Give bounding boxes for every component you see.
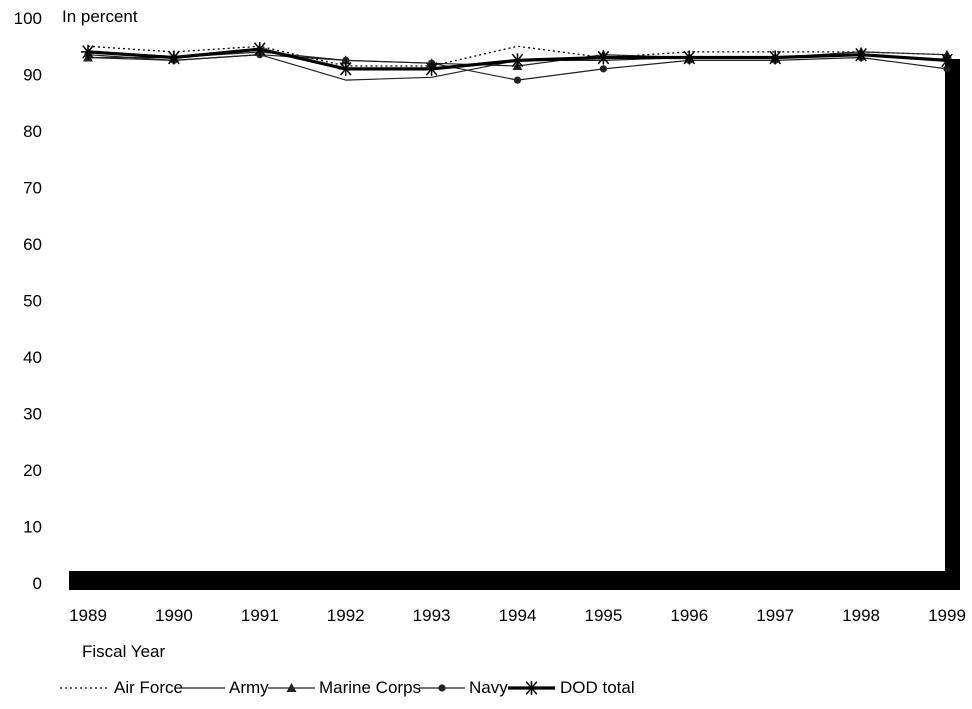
y-tick-label: 90	[23, 66, 42, 85]
x-tick-label: 1991	[241, 606, 279, 625]
series-navy	[84, 51, 951, 84]
data-point-dod-total	[596, 50, 611, 65]
legend-label: Marine Corps	[319, 678, 421, 697]
x-tick-label: 1995	[584, 606, 622, 625]
legend-label: Army	[229, 678, 269, 697]
y-tick-label: 70	[23, 179, 42, 198]
legend-item-dod-total: DOD total	[508, 678, 635, 697]
right-border-bar	[945, 59, 960, 590]
x-tick-label: 1992	[327, 606, 365, 625]
x-tick-label: 1989	[69, 606, 107, 625]
data-point-navy	[943, 65, 951, 73]
x-tick-label: 1997	[756, 606, 794, 625]
series-air-force	[87, 45, 948, 67]
data-point-navy	[599, 65, 608, 73]
data-point-navy	[342, 56, 350, 64]
legend-item-air-force: Air Force	[60, 678, 183, 697]
legend-label: Air Force	[114, 678, 183, 697]
legend-marker	[524, 681, 539, 695]
x-tick-label: 1990	[155, 606, 193, 625]
x-tick-label: 1998	[842, 606, 880, 625]
data-point-dod-total	[854, 47, 869, 62]
y-tick-label: 50	[23, 292, 42, 311]
series-layer	[81, 42, 954, 84]
legend-item-navy: Navy	[419, 678, 508, 697]
legend-item-marine-corps: Marine Corps	[268, 678, 421, 697]
y-tick-label: 60	[23, 235, 42, 254]
y-tick-label: 0	[33, 574, 42, 593]
y-tick-label: 100	[14, 9, 42, 28]
x-tick-label: 1993	[413, 606, 451, 625]
legend-label: Navy	[469, 678, 508, 697]
legend-item-army: Army	[182, 678, 269, 697]
data-point-dod-total	[166, 50, 181, 65]
x-axis-ticks: 1989 1990 1991 1992 1993 1994 1995 1996 1997 1998…	[69, 606, 966, 625]
data-point-dod-total	[682, 50, 697, 65]
y-tick-label: 30	[23, 405, 42, 424]
legend-label: DOD total	[560, 678, 635, 697]
data-point-dod-total	[768, 50, 783, 65]
data-point-dod-total	[940, 53, 954, 68]
data-point-dod-total	[338, 61, 353, 76]
y-tick-label: 80	[23, 122, 42, 141]
data-point-dod-total	[252, 42, 267, 57]
series-dod-total	[81, 42, 954, 76]
legend: Air Force Army Marine Corps Navy DOD total	[60, 678, 635, 697]
legend-marker	[286, 683, 297, 692]
data-point-navy	[513, 76, 522, 84]
data-point-dod-total	[81, 44, 95, 59]
y-tick-label: 40	[23, 348, 42, 367]
y-tick-label: 20	[23, 461, 42, 480]
x-tick-label: 1994	[499, 606, 537, 625]
data-point-dod-total	[424, 61, 439, 76]
legend-marker	[438, 684, 446, 692]
y-axis-ticks: 0 10 20 30 40 50 60 70 80 90 100	[14, 9, 42, 593]
y-axis-label: In percent	[62, 7, 138, 26]
series-line-air-force	[87, 45, 948, 67]
x-tick-label: 1999	[928, 606, 966, 625]
y-tick-label: 10	[23, 518, 42, 537]
x-axis-bar	[69, 571, 960, 590]
x-tick-label: 1996	[670, 606, 708, 625]
x-axis-label: Fiscal Year	[82, 642, 165, 661]
data-point-dod-total	[510, 53, 525, 68]
